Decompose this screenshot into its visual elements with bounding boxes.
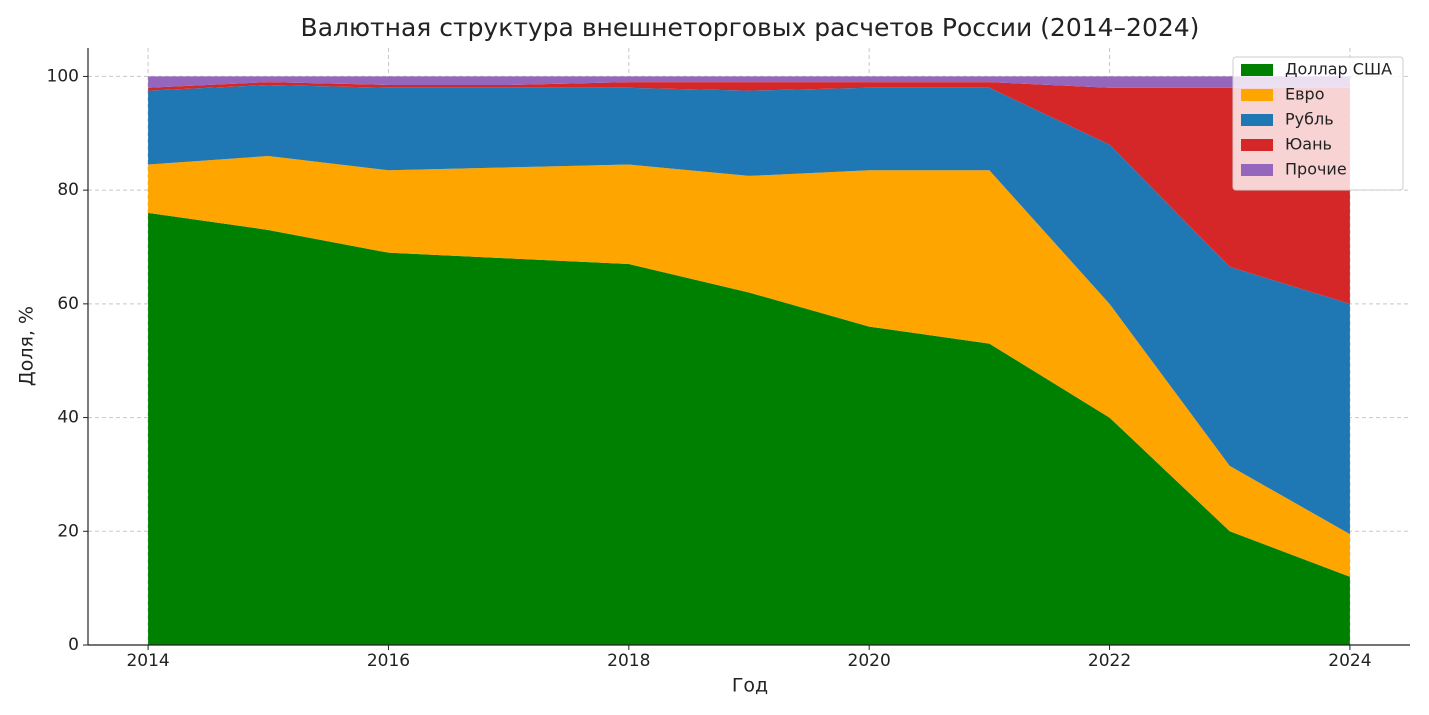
area — [148, 84, 1350, 535]
legend: Доллар США Евро Рубль Юань Прочие — [1232, 56, 1404, 191]
x-tick-label: 2018 — [607, 651, 650, 671]
legend-label: Евро — [1285, 85, 1324, 104]
x-axis-label: Год — [732, 675, 768, 697]
y-tick-label: 0 — [68, 635, 79, 655]
legend-swatch — [1241, 164, 1273, 176]
y-tick-label: 20 — [57, 521, 79, 541]
legend-swatch — [1241, 114, 1273, 126]
y-tick-label: 60 — [57, 294, 79, 314]
y-tick-label: 100 — [47, 66, 79, 86]
legend-frame — [1232, 56, 1404, 191]
x-tick-label: 2024 — [1328, 651, 1371, 671]
y-tick-label: 40 — [57, 408, 79, 428]
area — [148, 76, 1350, 88]
legend-swatch — [1241, 139, 1273, 151]
legend-label: Рубль — [1285, 110, 1334, 129]
legend-label: Доллар США — [1285, 60, 1392, 79]
x-tick-label: 2014 — [126, 651, 169, 671]
x-tick-label: 2022 — [1088, 651, 1131, 671]
chart-title: Валютная структура внешнеторговых расчет… — [301, 13, 1200, 42]
legend-swatch — [1241, 64, 1273, 76]
area — [148, 212, 1350, 645]
legend-label: Прочие — [1285, 160, 1347, 179]
y-axis-label: Доля, % — [16, 306, 38, 386]
legend-label: Юань — [1285, 135, 1332, 154]
x-tick-label: 2020 — [848, 651, 891, 671]
y-tick-label: 80 — [57, 180, 79, 200]
legend-swatch — [1241, 89, 1273, 101]
area — [148, 82, 1350, 304]
area — [148, 156, 1350, 577]
x-tick-label: 2016 — [367, 651, 410, 671]
